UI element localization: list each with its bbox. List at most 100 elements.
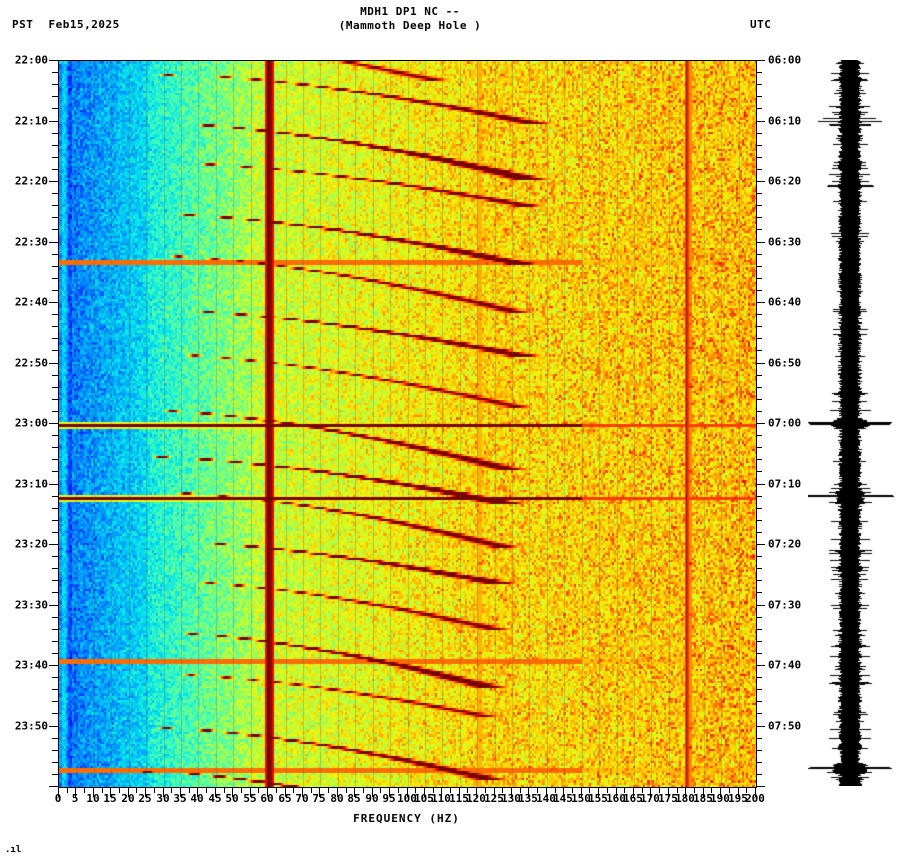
- tick-minor-frequency: [293, 788, 294, 793]
- time-tick-label-pst: 23:40: [14, 658, 48, 672]
- frequency-tick-label: 75: [312, 792, 326, 805]
- tick-major-frequency: [354, 788, 355, 797]
- tick-minor-frequency: [328, 788, 329, 793]
- tick-major-frequency: [128, 788, 129, 797]
- tick-minor-frequency: [258, 788, 259, 793]
- frequency-tick-label: 55: [243, 792, 257, 805]
- tick-major-frequency: [738, 788, 739, 797]
- tick-minor-frequency: [311, 788, 312, 793]
- tick-major-left: [49, 363, 58, 364]
- tick-major-left: [49, 121, 58, 122]
- frequency-tick-label: 135: [518, 792, 538, 805]
- tick-major-right: [756, 302, 765, 303]
- tick-major-left: [49, 665, 58, 666]
- time-tick-label-utc: 06:40: [768, 295, 802, 309]
- tick-major-frequency: [581, 788, 582, 797]
- time-tick-label-pst: 22:40: [14, 295, 48, 309]
- tick-major-frequency: [598, 788, 599, 797]
- tick-major-right: [756, 181, 765, 182]
- tick-minor-frequency: [363, 788, 364, 793]
- tick-major-frequency: [563, 788, 564, 797]
- tick-minor-frequency: [415, 788, 416, 793]
- frequency-tick-label: 160: [606, 792, 626, 805]
- tick-minor-frequency: [624, 788, 625, 793]
- frequency-tick-label: 65: [278, 792, 292, 805]
- frequency-tick-label: 170: [640, 792, 660, 805]
- tick-major-right: [756, 484, 765, 485]
- tick-minor-frequency: [433, 788, 434, 793]
- frequency-tick-label: 0: [54, 792, 62, 805]
- tick-major-frequency: [180, 788, 181, 797]
- tick-major-frequency: [302, 788, 303, 797]
- tick-major-left: [49, 786, 58, 787]
- tick-major-right: [756, 363, 765, 364]
- time-tick-label-utc: 07:30: [768, 598, 802, 612]
- tick-minor-frequency: [224, 788, 225, 793]
- tick-minor-frequency: [398, 788, 399, 793]
- tick-major-frequency: [459, 788, 460, 797]
- tick-minor-frequency: [659, 788, 660, 793]
- frequency-tick-label: 110: [431, 792, 451, 805]
- tick-major-left: [49, 242, 58, 243]
- tick-major-right: [756, 605, 765, 606]
- tick-major-frequency: [232, 788, 233, 797]
- tick-minor-frequency: [67, 788, 68, 793]
- tick-minor-frequency: [729, 788, 730, 793]
- tick-minor-frequency: [572, 788, 573, 793]
- tick-major-right: [756, 423, 765, 424]
- tick-major-frequency: [93, 788, 94, 797]
- tick-major-right: [756, 121, 765, 122]
- frequency-tick-label: 195: [728, 792, 748, 805]
- frequency-tick-label: 155: [588, 792, 608, 805]
- tick-major-frequency: [285, 788, 286, 797]
- tick-minor-frequency: [154, 788, 155, 793]
- tick-major-frequency: [476, 788, 477, 797]
- tick-minor-frequency: [189, 788, 190, 793]
- frequency-tick-label: 10: [86, 792, 100, 805]
- time-tick-label-utc: 06:30: [768, 235, 802, 249]
- frequency-tick-label: 45: [208, 792, 222, 805]
- tick-major-frequency: [110, 788, 111, 797]
- frequency-tick-label: 165: [623, 792, 643, 805]
- frequency-tick-label: 200: [745, 792, 765, 805]
- time-tick-label-utc: 07:50: [768, 719, 802, 733]
- time-tick-label-utc: 07:00: [768, 416, 802, 430]
- time-tick-label-pst: 23:00: [14, 416, 48, 430]
- frequency-tick-label: 95: [382, 792, 396, 805]
- tick-major-left: [49, 60, 58, 61]
- tick-major-left: [49, 181, 58, 182]
- tick-major-right: [756, 60, 765, 61]
- tick-minor-frequency: [136, 788, 137, 793]
- frequency-tick-label: 15: [103, 792, 117, 805]
- frequency-tick-label: 70: [295, 792, 309, 805]
- frequency-tick-label: 25: [138, 792, 152, 805]
- tick-major-frequency: [250, 788, 251, 797]
- page-title: MDH1 DP1 NC -- (Mammoth Deep Hole ): [225, 5, 595, 33]
- time-tick-label-utc: 06:20: [768, 174, 802, 188]
- tick-minor-frequency: [346, 788, 347, 793]
- frequency-tick-label: 20: [121, 792, 135, 805]
- frequency-tick-label: 80: [330, 792, 344, 805]
- frequency-tick-label: 125: [484, 792, 504, 805]
- tick-major-right: [756, 665, 765, 666]
- spectrogram-plot: [58, 60, 757, 788]
- time-tick-label-pst: 22:10: [14, 114, 48, 128]
- frequency-tick-label: 5: [71, 792, 79, 805]
- tick-major-frequency: [546, 788, 547, 797]
- tick-major-frequency: [215, 788, 216, 797]
- frequency-tick-label: 60: [260, 792, 274, 805]
- frequency-tick-label: 145: [553, 792, 573, 805]
- tick-minor-frequency: [102, 788, 103, 793]
- timezone-left-label: PST: [12, 18, 34, 31]
- tick-minor-frequency: [276, 788, 277, 793]
- frequency-axis-label: FREQUENCY (HZ): [353, 812, 460, 825]
- frequency-tick-label: 90: [365, 792, 379, 805]
- time-tick-label-pst: 23:10: [14, 477, 48, 491]
- tick-major-frequency: [668, 788, 669, 797]
- corner-mark: .ıl: [5, 845, 22, 855]
- tick-minor-frequency: [502, 788, 503, 793]
- tick-major-frequency: [424, 788, 425, 797]
- tick-major-frequency: [703, 788, 704, 797]
- frequency-tick-label: 130: [501, 792, 521, 805]
